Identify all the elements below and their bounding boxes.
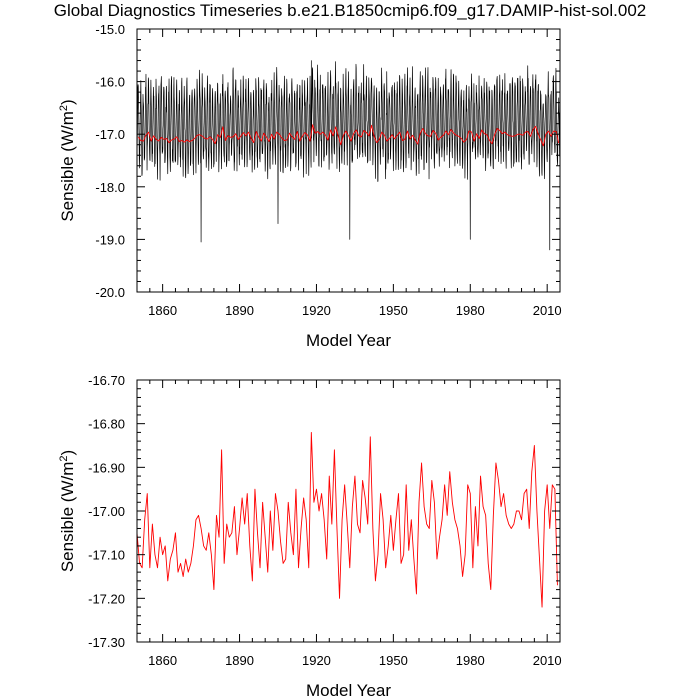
y-tick-label: -17.10 [88,548,125,563]
x-axis-label: Model Year [306,331,391,350]
plot-area [137,431,558,608]
chart-title: Global Diagnostics Timeseries b.e21.B185… [53,1,647,20]
x-tick-label: 1860 [148,653,177,668]
x-tick-label: 2010 [533,303,562,318]
y-tick-label: -19.0 [95,232,125,247]
y-tick-label: -18.0 [95,180,125,195]
x-axis: 1860 1890 1920 1950 1980 2010 Model Year [136,29,562,350]
y-axis: -20.0 -19.0 -18.0 -17.0 -16.0 -15.0 Sensible (… [58,22,560,300]
y-axis-label: Sensible (W/m2) [58,99,77,221]
y-tick-label: -16.80 [88,417,125,432]
plot-frame [136,379,561,643]
x-tick-label: 1890 [225,303,254,318]
y-axis-label: Sensible (W/m2) [58,450,77,572]
y-axis: -17.30 -17.20 -17.10 -17.00 -16.90 -16.80 -16.… [58,373,560,650]
y-tick-label: -17.0 [95,127,125,142]
annual-series-line [137,431,558,608]
x-tick-label: 1950 [379,303,408,318]
monthly-series-line [137,60,560,251]
y-tick-label: -16.0 [95,75,125,90]
x-axis-label: Model Year [306,681,391,700]
y-tick-label: -20.0 [95,285,125,300]
x-tick-label: 1920 [302,653,331,668]
bottom-panel-annual-mean: 1860 1890 1920 1950 1980 2010 Model Year -17.30… [58,373,562,700]
annual-series-line [137,124,560,147]
y-tick-label: -16.70 [88,373,125,388]
x-tick-label: 1890 [225,653,254,668]
y-tick-label: -15.0 [95,22,125,37]
x-tick-label: 1950 [379,653,408,668]
y-tick-label: -17.30 [88,635,125,650]
x-axis: 1860 1890 1920 1950 1980 2010 Model Year [136,380,562,700]
x-tick-label: 1920 [302,303,331,318]
x-tick-label: 1980 [456,653,485,668]
y-tick-label: -17.00 [88,504,125,519]
plot-frame [136,28,561,293]
x-tick-label: 2010 [533,653,562,668]
x-tick-label: 1860 [148,303,177,318]
x-tick-label: 1980 [456,303,485,318]
y-tick-label: -16.90 [88,460,125,475]
plot-area [137,60,560,251]
y-tick-label: -17.20 [88,591,125,606]
